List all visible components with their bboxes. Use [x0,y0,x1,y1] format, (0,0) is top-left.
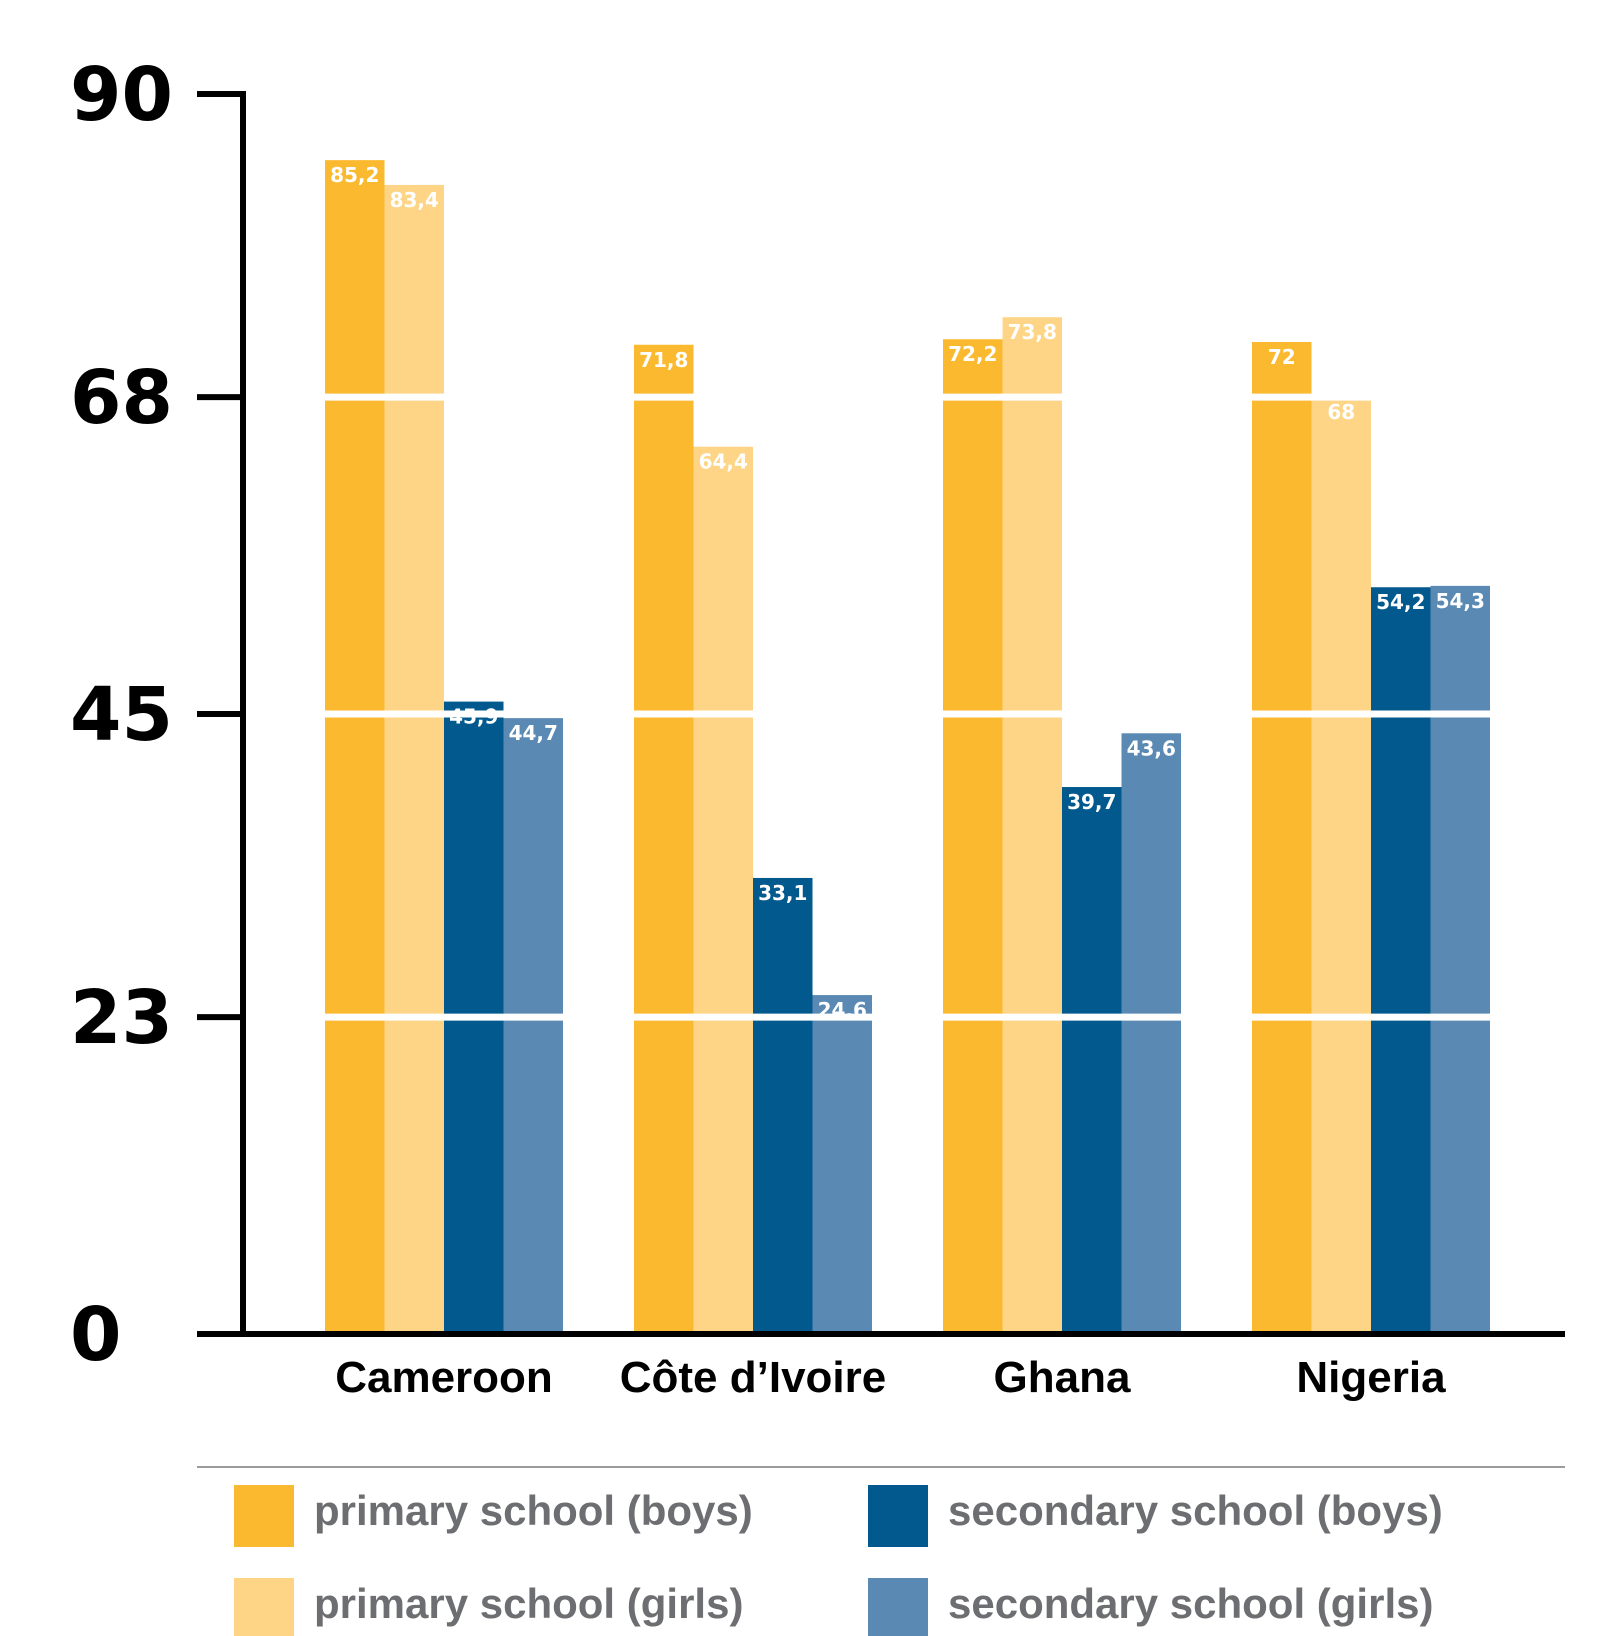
data-label: 33,1 [758,881,807,905]
data-label: 72,2 [948,342,997,366]
data-label: 39,7 [1067,790,1116,814]
legend-label: primary school (boys) [314,1487,753,1534]
bar [503,718,563,1334]
data-label: 54,3 [1436,589,1485,613]
y-tick-label: 90 [70,52,173,138]
bar [634,344,694,1334]
data-label: 68 [1327,400,1355,424]
bar [1121,733,1181,1334]
legend-label: secondary school (girls) [948,1580,1433,1627]
data-label: 64,4 [699,450,748,474]
data-label: 54,2 [1376,590,1425,614]
bar [1062,787,1122,1334]
legend-swatch [234,1578,294,1636]
bar [753,877,813,1334]
x-tick-label: Ghana [994,1353,1131,1402]
bar [1252,342,1312,1334]
bar [325,160,385,1335]
legend-label: secondary school (boys) [948,1487,1443,1534]
data-label: 72 [1268,345,1296,369]
legend-swatch [868,1485,928,1547]
data-label: 43,6 [1127,736,1176,760]
bar [943,339,1003,1334]
y-tick-label: 23 [70,975,173,1061]
y-tick-label: 45 [70,672,173,758]
bar [1311,397,1371,1335]
bar [1430,585,1490,1334]
y-tick-label: 0 [70,1292,122,1378]
data-label: 73,8 [1008,320,1057,344]
bar [693,446,753,1334]
x-tick-label: Nigeria [1296,1353,1446,1402]
data-label: 44,7 [509,721,558,745]
bar [384,184,444,1334]
bar [812,995,872,1334]
bar [1002,317,1062,1334]
legend-swatch [234,1485,294,1547]
x-tick-label: Cameroon [335,1353,553,1402]
legend-swatch [868,1578,928,1636]
data-label: 85,2 [330,163,379,187]
legend-label: primary school (girls) [314,1580,743,1627]
x-tick-label: Côte d’Ivoire [620,1353,887,1402]
bar [1371,587,1431,1334]
data-label: 71,8 [639,348,688,372]
data-label: 83,4 [390,188,439,212]
y-tick-label: 68 [70,355,173,441]
